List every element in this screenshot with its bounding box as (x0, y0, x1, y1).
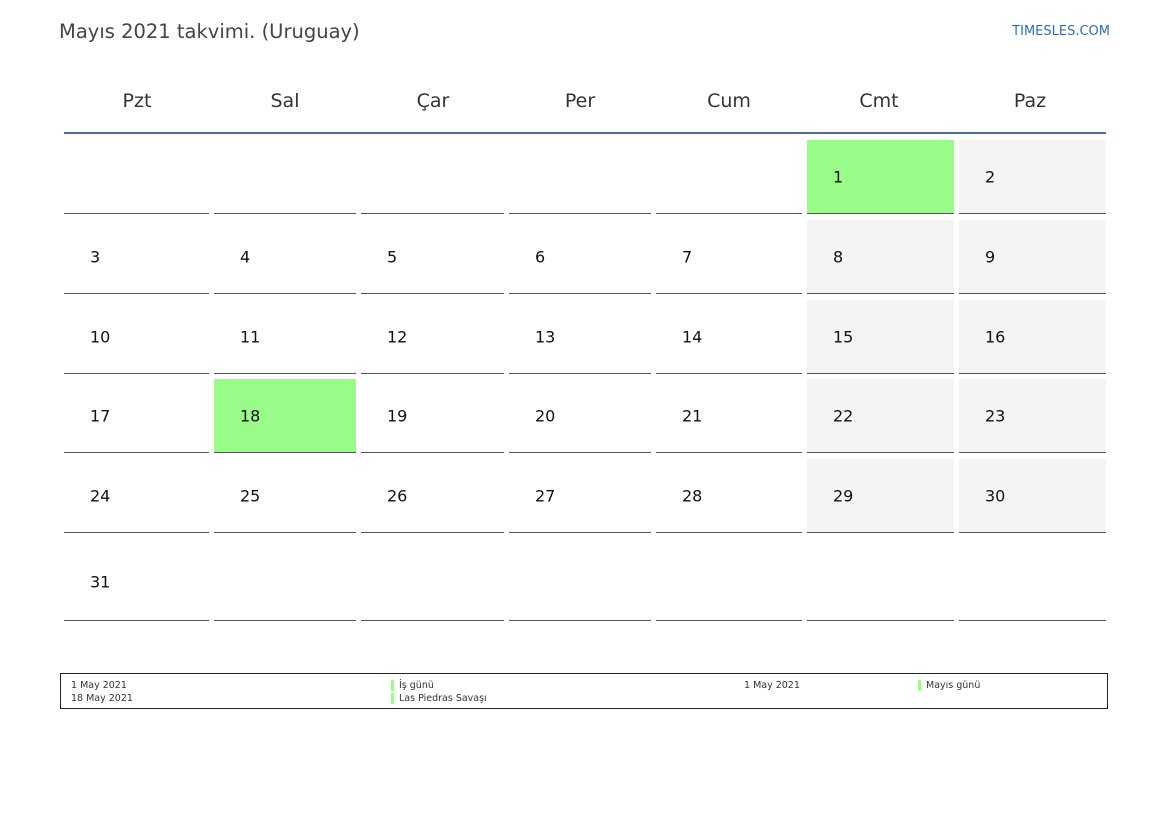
day-cell (214, 543, 356, 621)
day-number: 27 (535, 486, 556, 505)
day-number: 17 (90, 406, 111, 425)
legend-holiday-name: İş günü (399, 680, 434, 691)
legend-color-swatch (918, 680, 921, 691)
day-cell[interactable]: 7 (656, 220, 802, 294)
weekday-header: Pzt (122, 90, 152, 112)
day-cell (361, 140, 504, 214)
day-cell[interactable]: 21 (656, 379, 802, 453)
day-cell[interactable]: 3 (64, 220, 209, 294)
day-cell[interactable]: 19 (361, 379, 504, 453)
day-number: 23 (985, 406, 1006, 425)
day-cell[interactable]: 11 (214, 300, 356, 374)
day-cell[interactable]: 4 (214, 220, 356, 294)
day-cell[interactable]: 20 (509, 379, 651, 453)
day-cell[interactable]: 23 (959, 379, 1106, 453)
day-cell[interactable]: 5 (361, 220, 504, 294)
weekday-header: Sal (270, 90, 300, 112)
day-cell[interactable]: 15 (807, 300, 954, 374)
legend-holiday-name: Las Piedras Savaşı (399, 693, 487, 704)
day-number: 29 (833, 486, 854, 505)
day-cell (656, 140, 802, 214)
day-number: 5 (387, 247, 398, 266)
weekday-header-row: Pzt Sal Çar Per Cum Cmt Paz (64, 70, 1106, 134)
day-cell[interactable]: 30 (959, 459, 1106, 533)
day-number: 7 (682, 247, 693, 266)
weekday-header: Paz (1013, 90, 1047, 112)
calendar: Pzt Sal Çar Per Cum Cmt Paz 1 2 3 4 5 6 7 8 9 10 1… (64, 70, 1106, 621)
day-number: 12 (387, 327, 408, 346)
day-number: 1 (833, 167, 844, 186)
day-number: 8 (833, 247, 844, 266)
day-cell[interactable]: 12 (361, 300, 504, 374)
day-number: 21 (682, 406, 703, 425)
day-number: 20 (535, 406, 556, 425)
day-cell[interactable]: 25 (214, 459, 356, 533)
holiday-legend: 1 May 2021 18 May 2021 İş günü Las Piedr… (60, 673, 1108, 709)
day-cell (64, 140, 209, 214)
day-cell[interactable]: 9 (959, 220, 1106, 294)
day-cell[interactable]: 29 (807, 459, 954, 533)
day-number: 13 (535, 327, 556, 346)
day-cell[interactable]: 2 (959, 140, 1106, 214)
day-number: 16 (985, 327, 1006, 346)
day-cell[interactable]: 18 (214, 379, 356, 453)
day-number: 25 (240, 486, 261, 505)
day-number: 31 (90, 572, 111, 591)
site-link[interactable]: TIMESLES.COM (1012, 24, 1110, 39)
day-number: 6 (535, 247, 546, 266)
day-number: 24 (90, 486, 111, 505)
day-cell[interactable]: 8 (807, 220, 954, 294)
page-title: Mayıs 2021 takvimi. (Uruguay) (59, 20, 360, 43)
day-cell[interactable]: 13 (509, 300, 651, 374)
day-number: 10 (90, 327, 111, 346)
weekday-header: Per (564, 90, 596, 112)
legend-holiday-entry: İş günü (391, 679, 434, 692)
legend-date: 1 May 2021 (744, 680, 800, 691)
day-cell[interactable]: 31 (64, 543, 209, 621)
legend-color-swatch (391, 680, 394, 691)
day-cell[interactable]: 16 (959, 300, 1106, 374)
day-number: 28 (682, 486, 703, 505)
day-number: 2 (985, 167, 996, 186)
day-cell[interactable]: 28 (656, 459, 802, 533)
weekday-header: Çar (416, 90, 450, 112)
legend-holiday-name: Mayıs günü (926, 680, 981, 691)
day-cell[interactable]: 27 (509, 459, 651, 533)
day-cell[interactable]: 26 (361, 459, 504, 533)
day-cell (656, 543, 802, 621)
day-cell[interactable]: 10 (64, 300, 209, 374)
day-number: 22 (833, 406, 854, 425)
day-cell (509, 140, 651, 214)
weekday-header: Cum (707, 90, 751, 112)
legend-holiday-entry: Las Piedras Savaşı (391, 692, 487, 705)
day-cell (214, 140, 356, 214)
day-number: 30 (985, 486, 1006, 505)
weekday-header: Cmt (859, 90, 899, 112)
day-cell (807, 543, 954, 621)
day-cell[interactable]: 24 (64, 459, 209, 533)
legend-holiday-entry: Mayıs günü (918, 679, 980, 692)
day-grid: 1 2 3 4 5 6 7 8 9 10 11 12 13 14 15 16 17 18 19 20 21 22 23 24 2… (64, 134, 1106, 621)
day-number: 11 (240, 327, 261, 346)
day-number: 4 (240, 247, 251, 266)
legend-date: 1 May 2021 (71, 680, 127, 691)
day-cell[interactable]: 22 (807, 379, 954, 453)
day-cell[interactable]: 14 (656, 300, 802, 374)
legend-date: 18 May 2021 (71, 693, 133, 704)
day-number: 3 (90, 247, 101, 266)
day-number: 9 (985, 247, 996, 266)
day-number: 18 (240, 406, 261, 425)
day-number: 15 (833, 327, 854, 346)
legend-color-swatch (391, 693, 394, 704)
day-cell[interactable]: 17 (64, 379, 209, 453)
day-cell[interactable]: 1 (807, 140, 954, 214)
day-number: 26 (387, 486, 408, 505)
day-cell[interactable]: 6 (509, 220, 651, 294)
day-cell (509, 543, 651, 621)
day-cell (959, 543, 1106, 621)
day-cell (361, 543, 504, 621)
day-number: 14 (682, 327, 703, 346)
day-number: 19 (387, 406, 408, 425)
